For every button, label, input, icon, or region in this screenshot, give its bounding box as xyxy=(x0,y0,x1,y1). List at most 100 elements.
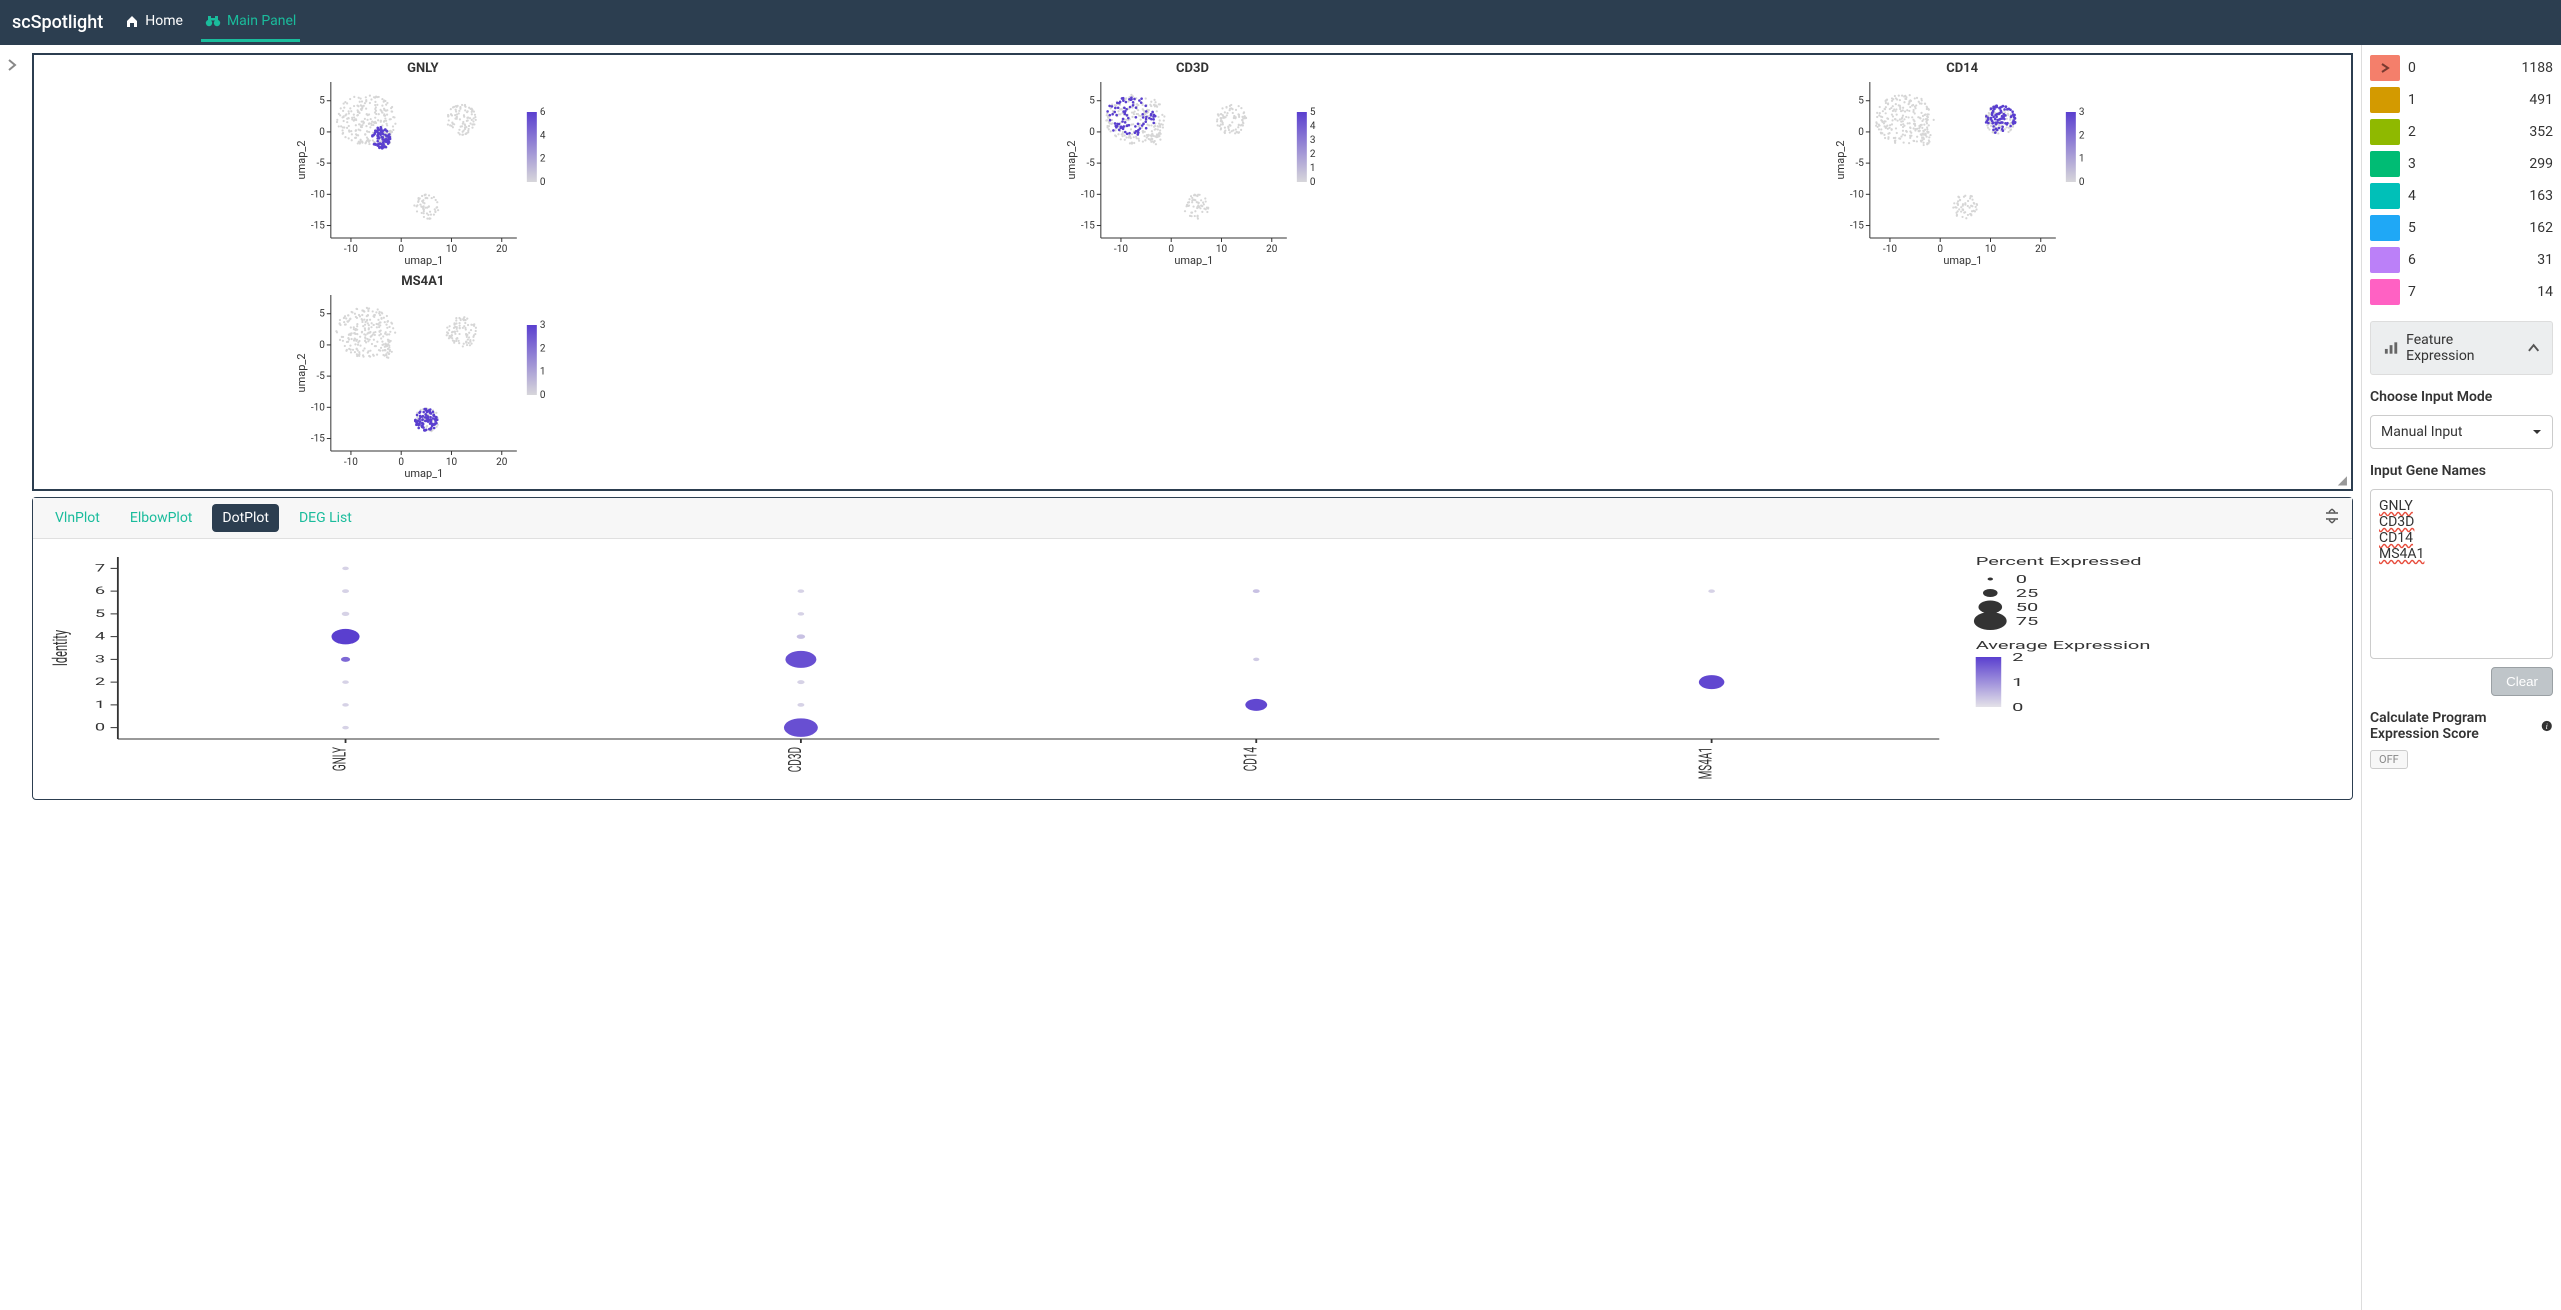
tab-bar: VlnPlot ElbowPlot DotPlot DEG List xyxy=(33,498,2352,539)
svg-text:50: 50 xyxy=(2016,601,2039,614)
svg-text:i: i xyxy=(2546,722,2548,731)
svg-text:umap_1: umap_1 xyxy=(1174,254,1213,266)
svg-text:75: 75 xyxy=(2016,615,2039,628)
svg-text:GNLY: GNLY xyxy=(328,747,350,771)
svg-text:10: 10 xyxy=(1985,244,1997,255)
left-collapse-handle[interactable] xyxy=(0,45,24,1310)
svg-text:umap_2: umap_2 xyxy=(295,353,308,392)
gene-names-textarea[interactable]: GNLYCD3DCD14MS4A1 xyxy=(2370,489,2553,659)
umap-title: CD14 xyxy=(1579,61,2345,76)
svg-text:umap_2: umap_2 xyxy=(295,140,308,179)
clear-button[interactable]: Clear xyxy=(2491,667,2553,696)
caret-down-icon xyxy=(2532,427,2542,437)
cluster-count: 14 xyxy=(2537,284,2553,300)
chevron-right-icon xyxy=(2380,63,2390,73)
svg-text:CD3D: CD3D xyxy=(784,747,806,772)
svg-text:20: 20 xyxy=(496,244,508,255)
umap-plot-ms4a1: MS4A150-5-10-15-1001020umap_1umap_23210 xyxy=(40,274,806,483)
input-mode-select[interactable]: Manual Input xyxy=(2370,415,2553,449)
umap-title: GNLY xyxy=(40,61,806,76)
tab-elbowplot[interactable]: ElbowPlot xyxy=(120,504,203,532)
svg-text:20: 20 xyxy=(496,457,508,468)
cluster-count: 163 xyxy=(2529,188,2553,204)
cluster-id: 3 xyxy=(2408,156,2521,172)
svg-text:3: 3 xyxy=(540,320,546,331)
cluster-id: 0 xyxy=(2408,60,2514,76)
svg-text:-10: -10 xyxy=(344,457,358,468)
cluster-row[interactable]: 01188 xyxy=(2370,53,2553,83)
svg-text:Identity: Identity xyxy=(48,630,72,666)
svg-text:0: 0 xyxy=(2016,573,2027,586)
cluster-row[interactable]: 714 xyxy=(2370,277,2553,307)
svg-text:2: 2 xyxy=(540,154,546,165)
svg-text:-5: -5 xyxy=(1856,158,1865,169)
svg-text:3: 3 xyxy=(95,653,105,665)
chevron-up-icon xyxy=(2527,341,2540,355)
panel-resize-handle[interactable]: ◢ xyxy=(2338,473,2347,487)
cluster-row[interactable]: 2352 xyxy=(2370,117,2553,147)
svg-text:10: 10 xyxy=(1216,244,1228,255)
svg-text:-10: -10 xyxy=(1080,189,1094,200)
svg-text:1: 1 xyxy=(2079,154,2085,165)
svg-text:1: 1 xyxy=(2012,676,2023,689)
umap-title: CD3D xyxy=(810,61,1576,76)
svg-text:0: 0 xyxy=(2079,177,2085,188)
bar-chart-icon xyxy=(2383,340,2398,356)
svg-text:-5: -5 xyxy=(316,371,325,382)
cluster-swatch xyxy=(2370,279,2400,305)
svg-text:umap_2: umap_2 xyxy=(1064,140,1077,179)
cluster-count: 31 xyxy=(2537,252,2553,268)
cluster-id: 4 xyxy=(2408,188,2521,204)
cluster-row[interactable]: 5162 xyxy=(2370,213,2553,243)
svg-text:0: 0 xyxy=(319,340,325,351)
svg-text:20: 20 xyxy=(2035,244,2047,255)
cluster-row[interactable]: 3299 xyxy=(2370,149,2553,179)
svg-text:1: 1 xyxy=(95,698,105,710)
feature-expression-title: Feature Expression xyxy=(2406,332,2519,364)
nav-item-label: Main Panel xyxy=(227,13,296,29)
nav-item-home[interactable]: Home xyxy=(121,3,187,42)
info-icon[interactable]: i xyxy=(2541,718,2553,734)
program-score-toggle[interactable]: OFF xyxy=(2370,750,2408,769)
svg-text:2: 2 xyxy=(2079,130,2085,141)
tab-dotplot[interactable]: DotPlot xyxy=(212,504,279,532)
tab-vlnplot[interactable]: VlnPlot xyxy=(45,504,110,532)
svg-text:0: 0 xyxy=(1859,127,1865,138)
cluster-row[interactable]: 4 163 xyxy=(2370,181,2553,211)
input-mode-label: Choose Input Mode xyxy=(2370,389,2553,405)
svg-text:-10: -10 xyxy=(1883,244,1897,255)
svg-text:2: 2 xyxy=(2012,651,2023,664)
program-score-label: Calculate Program Expression Score xyxy=(2370,710,2535,742)
panel-split-icon[interactable] xyxy=(2324,508,2340,528)
binoculars-icon xyxy=(205,14,221,28)
cluster-row[interactable]: 1491 xyxy=(2370,85,2553,115)
app-brand: scSpotlight xyxy=(12,12,103,33)
svg-text:5: 5 xyxy=(1089,96,1095,107)
cluster-swatch xyxy=(2370,151,2400,177)
feature-expression-header[interactable]: Feature Expression xyxy=(2370,321,2553,375)
cluster-swatch xyxy=(2370,183,2400,209)
svg-text:25: 25 xyxy=(2016,587,2039,600)
umap-plot-cd14: CD1450-5-10-15-1001020umap_1umap_23210 xyxy=(1579,61,2345,270)
cluster-id: 5 xyxy=(2408,220,2521,236)
svg-text:0: 0 xyxy=(95,721,105,733)
cluster-swatch xyxy=(2370,87,2400,113)
svg-text:Average Expression: Average Expression xyxy=(1976,639,2151,652)
svg-text:20: 20 xyxy=(1266,244,1278,255)
svg-text:-15: -15 xyxy=(1850,221,1864,232)
nav-item-main-panel[interactable]: Main Panel xyxy=(201,3,300,42)
cluster-swatch xyxy=(2370,247,2400,273)
svg-text:-5: -5 xyxy=(316,158,325,169)
cluster-row[interactable]: 631 xyxy=(2370,245,2553,275)
svg-text:umap_1: umap_1 xyxy=(404,467,443,479)
svg-text:0: 0 xyxy=(1309,177,1315,188)
svg-text:-5: -5 xyxy=(1086,158,1095,169)
tab-deg-list[interactable]: DEG List xyxy=(289,504,362,532)
svg-text:0: 0 xyxy=(1089,127,1095,138)
umap-plot-gnly: GNLY50-5-10-15-1001020umap_1umap_26420 xyxy=(40,61,806,270)
umap-plot-cd3d: CD3D50-5-10-15-1001020umap_1umap_2543210 xyxy=(810,61,1576,270)
svg-text:10: 10 xyxy=(446,457,458,468)
svg-text:-10: -10 xyxy=(311,189,325,200)
input-mode-value: Manual Input xyxy=(2381,424,2462,440)
svg-text:7: 7 xyxy=(95,562,105,574)
